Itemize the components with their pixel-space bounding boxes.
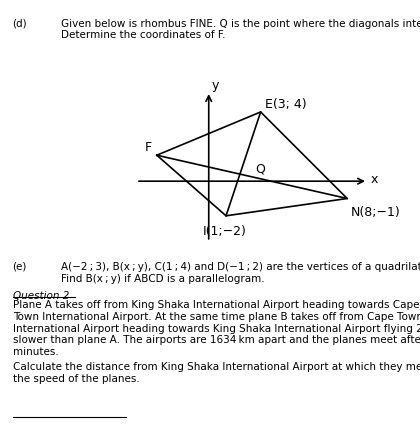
Text: E(3; 4): E(3; 4) <box>265 98 307 111</box>
Text: Q: Q <box>255 162 265 175</box>
Text: Given below is rhombus FINE. Q is the point where the diagonals intersect.: Given below is rhombus FINE. Q is the po… <box>61 19 420 29</box>
Text: Determine the coordinates of F.: Determine the coordinates of F. <box>61 30 226 40</box>
Text: slower than plane A. The airports are 1634 km apart and the planes meet after 54: slower than plane A. The airports are 16… <box>13 335 420 345</box>
Text: Question 2: Question 2 <box>13 290 69 300</box>
Text: Town International Airport. At the same time plane B takes off from Cape Town: Town International Airport. At the same … <box>13 311 420 321</box>
Text: F: F <box>144 140 152 153</box>
Text: the speed of the planes.: the speed of the planes. <box>13 373 139 383</box>
Text: (e): (e) <box>13 261 27 271</box>
Text: minutes.: minutes. <box>13 346 58 356</box>
Text: Plane A takes off from King Shaka International Airport heading towards Cape: Plane A takes off from King Shaka Intern… <box>13 299 419 309</box>
Text: I(1;−2): I(1;−2) <box>202 224 246 237</box>
Text: y: y <box>211 79 219 92</box>
Text: (d): (d) <box>13 19 27 29</box>
Text: x: x <box>370 173 378 186</box>
Text: International Airport heading towards King Shaka International Airport flying 20: International Airport heading towards Ki… <box>13 323 420 333</box>
Text: N(8;−1): N(8;−1) <box>351 206 400 219</box>
Text: Find B(x ; y) if ABCD is a parallelogram.: Find B(x ; y) if ABCD is a parallelogram… <box>61 273 265 283</box>
Text: A(−2 ; 3), B(x ; y), C(1 ; 4) and D(−1 ; 2) are the vertices of a quadrilateral.: A(−2 ; 3), B(x ; y), C(1 ; 4) and D(−1 ;… <box>61 261 420 271</box>
Text: Calculate the distance from King Shaka International Airport at which they meet : Calculate the distance from King Shaka I… <box>13 361 420 371</box>
